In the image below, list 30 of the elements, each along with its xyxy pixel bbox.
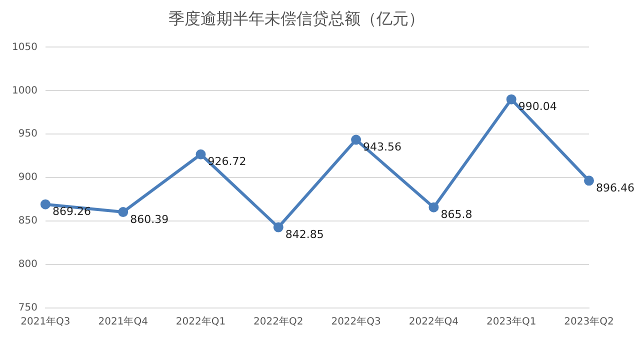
y-tick-label: 1050	[12, 42, 38, 53]
data-label: 896.46	[596, 182, 634, 195]
point	[351, 134, 362, 145]
y-tick-label: 800	[18, 259, 38, 270]
y-tick-label: 950	[18, 128, 38, 140]
data-label: 869.26	[52, 205, 91, 218]
x-tick-label: 2022年Q2	[254, 316, 304, 328]
point	[40, 199, 50, 210]
chart-title: 季度逾期半年未偿信贷总额（亿元）	[168, 8, 424, 28]
x-tick-label: 2022年Q1	[176, 316, 226, 328]
data-label: 865.8	[440, 208, 472, 222]
y-tick-label: 1000	[12, 85, 38, 96]
x-tick-label: 2023年Q2	[564, 316, 614, 328]
point	[584, 176, 594, 186]
point	[506, 94, 516, 104]
point	[196, 149, 206, 160]
point	[428, 202, 439, 212]
data-label: 860.39	[130, 212, 169, 226]
y-tick-label: 750	[18, 302, 38, 314]
x-tick-label: 2022年Q3	[331, 316, 381, 328]
y-tick-label: 900	[18, 172, 38, 184]
y-tick-label: 850	[18, 216, 38, 227]
x-tick-label: 2021年Q3	[20, 316, 70, 328]
point	[118, 207, 128, 218]
x-tick-label: 2022年Q4	[408, 316, 459, 328]
data-label: 990.04	[518, 100, 557, 114]
point	[273, 222, 284, 232]
data-label: 842.85	[285, 228, 324, 242]
x-tick-label: 2023年Q1	[486, 316, 536, 328]
x-tick-label: 2021年Q4	[98, 316, 148, 328]
